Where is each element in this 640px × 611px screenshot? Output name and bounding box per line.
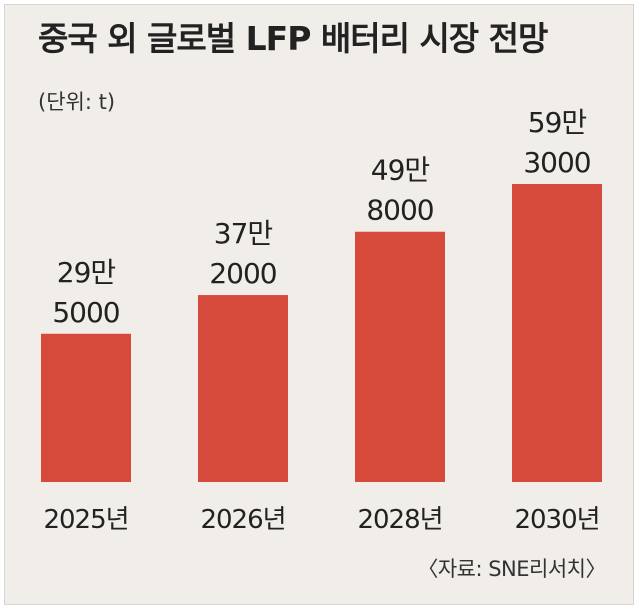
unit-label: (단위: t) [38,90,116,114]
chart-title: 중국 외 글로벌 LFP 배터리 시장 전망 [38,19,548,58]
x-label-2: 2028년 [357,505,442,535]
bar-1 [198,295,288,482]
bar-3 [512,184,602,482]
x-axis-labels-group: 2025년 2026년 2028년 2030년 [43,505,600,535]
bars-group [41,184,602,482]
value-label-2-line-0: 49만 [371,154,430,187]
x-label-1: 2026년 [200,505,285,535]
value-label-3-line-0: 59만 [528,106,587,139]
value-label-2-line-1: 8000 [366,194,433,227]
source-note: 〈자료: SNE리서치〉 [417,557,606,581]
value-label-0-line-0: 29만 [57,256,116,289]
value-label-1-line-1: 2000 [209,257,276,290]
value-labels-group: 29만 5000 37만 2000 49만 8000 59만 3000 [52,106,591,329]
value-label-0-line-1: 5000 [52,296,119,329]
value-label-3-line-1: 3000 [523,146,590,179]
bar-0 [41,333,131,482]
x-label-0: 2025년 [43,505,128,535]
bar-2 [355,231,445,482]
x-label-3: 2030년 [514,505,599,535]
value-label-1-line-0: 37만 [214,217,273,250]
